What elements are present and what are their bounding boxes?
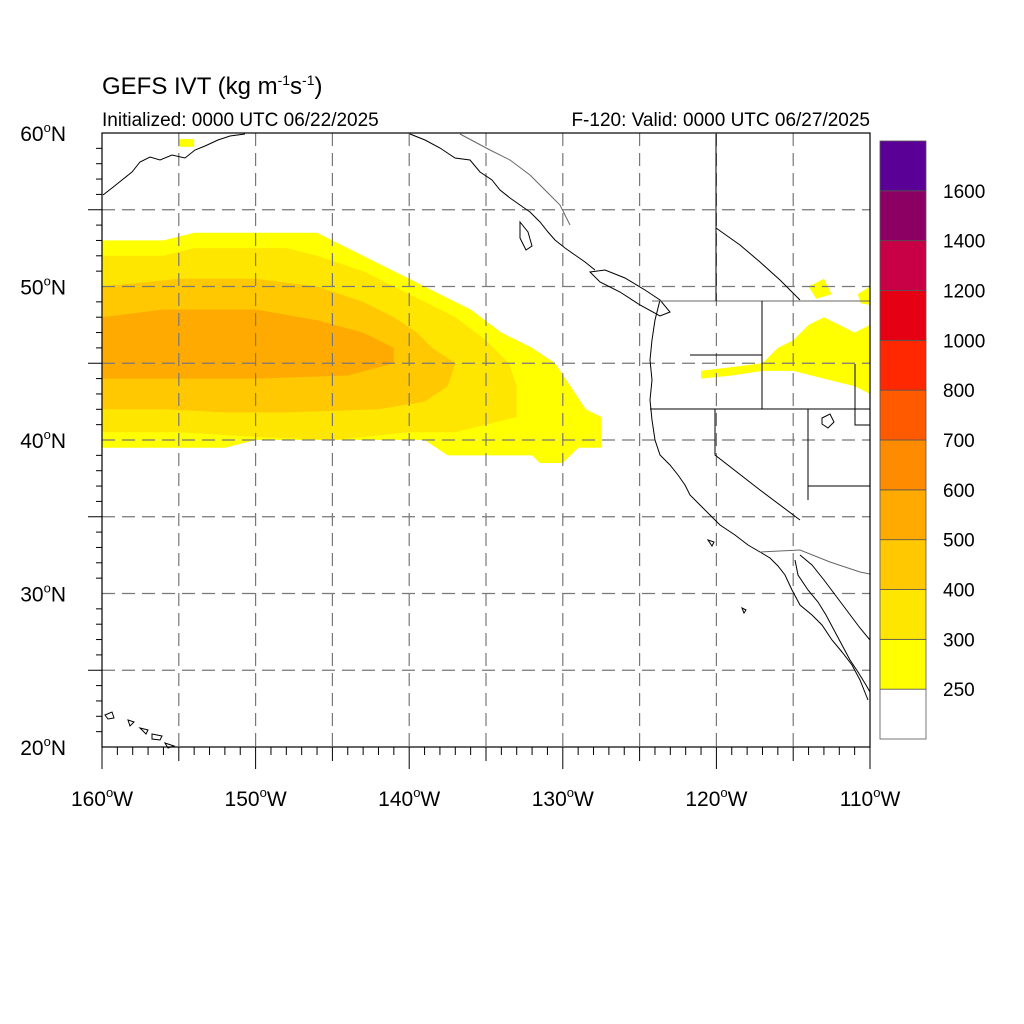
colorbar-label: 250: [943, 680, 975, 701]
colorbar-label: 1400: [943, 232, 985, 253]
lon-label-120: 120oW: [685, 785, 747, 811]
colorbar-box: [879, 389, 927, 441]
hawaii-islands: [104, 711, 176, 749]
coastlines-and-borders: [102, 133, 871, 749]
lon-label-160: 160oW: [71, 785, 133, 811]
channel-islands: [706, 539, 747, 615]
initialized-time: Initialized: 0000 UTC 06/22/2025: [102, 110, 379, 131]
colorbar-box: [879, 290, 927, 341]
ivt-field: [102, 139, 870, 463]
us-west-coast: [649, 299, 869, 701]
colorbar-label: 500: [943, 531, 975, 552]
lon-label-150: 150oW: [225, 785, 287, 811]
colorbar-box: [879, 638, 927, 690]
ivt-contour-500: [102, 309, 394, 379]
lat-label-60: 60oN: [20, 120, 66, 146]
colorbar-box: [879, 240, 927, 291]
colorbar-box: [879, 489, 927, 541]
alaska-coast: [102, 133, 246, 196]
great-salt-lake: [821, 413, 835, 429]
us-mexico-border: [759, 549, 871, 575]
colorbar-label: 1000: [943, 331, 985, 352]
lon-label-110: 110oW: [840, 785, 901, 811]
baja-peninsula: [794, 559, 871, 693]
colorbar-box: [879, 339, 927, 391]
colorbar-box: [879, 140, 927, 192]
colorbar-label: 300: [943, 630, 975, 651]
state-border-ut-co: [854, 364, 870, 426]
ivt-patch-alaska: [178, 139, 195, 147]
ivt-patch-north-2: [857, 286, 870, 305]
lat-lon-grid: [102, 133, 870, 747]
colorbar-box: [879, 190, 927, 242]
lat-label-40: 40oN: [20, 427, 66, 453]
colorbar-label: 600: [943, 481, 975, 502]
lat-label-30: 30oN: [20, 581, 66, 607]
haida-gwaii: [519, 220, 533, 251]
vancouver-island: [588, 269, 671, 317]
colorbar-label: 700: [943, 431, 975, 452]
colorbar-box: [879, 688, 927, 740]
colorbar-label: 800: [943, 381, 975, 402]
colorbar-label: 1200: [943, 282, 985, 303]
ivt-patch-interior: [701, 317, 870, 394]
lon-label-130: 130oW: [532, 785, 594, 811]
map-title: GEFS IVT (kg m-1s-1): [102, 72, 323, 100]
lat-label-20: 20oN: [20, 734, 66, 760]
colorbar-box: [879, 439, 927, 491]
colorbar-label: 1600: [943, 182, 985, 203]
axis-ticks: [88, 147, 871, 769]
state-border-nv-ca: [714, 409, 801, 521]
ivt-patch-north-1: [808, 278, 832, 299]
gulf-of-california: [799, 554, 871, 641]
colorbar: 250 300 400 500 600 700 800 1000 1200 1400 1600: [879, 140, 985, 740]
valid-time: F-120: Valid: 0000 UTC 06/27/2025: [571, 110, 870, 131]
lon-label-140: 140oW: [378, 785, 440, 811]
lat-label-50: 50oN: [20, 274, 66, 300]
bc-alberta-border: [715, 227, 801, 301]
colorbar-label: 400: [943, 581, 975, 602]
colorbar-box: [879, 539, 927, 590]
colorbar-box: [879, 589, 927, 640]
alaska-bc-border: [459, 133, 571, 226]
alaska-panhandle-coast: [409, 133, 596, 271]
